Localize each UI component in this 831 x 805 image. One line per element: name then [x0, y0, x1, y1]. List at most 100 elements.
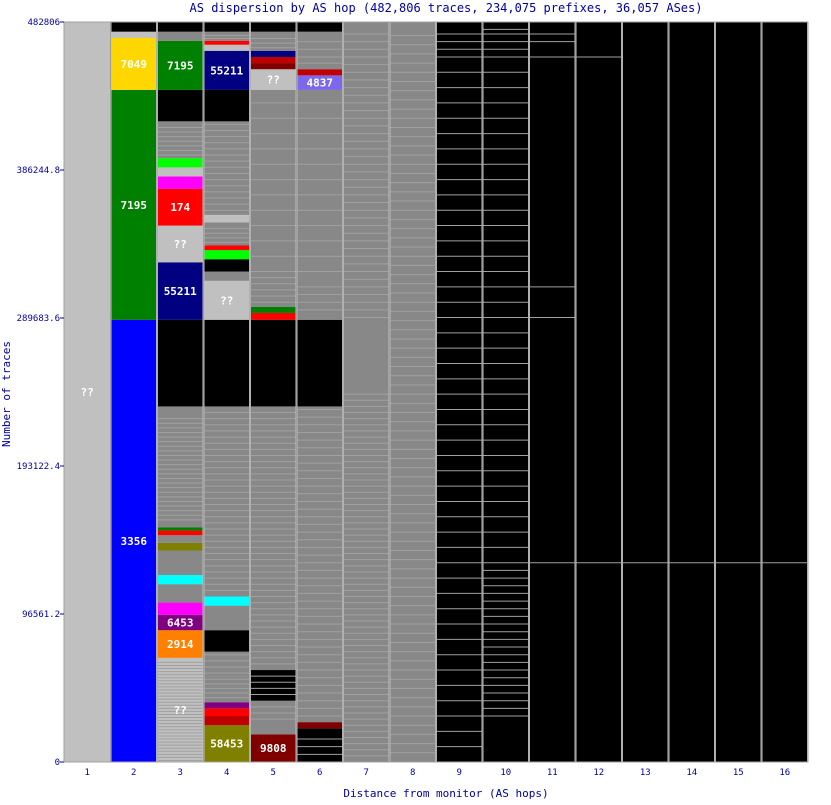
x-tick-label-9: 9: [457, 768, 462, 778]
x-tick-label-14: 14: [686, 768, 697, 778]
column-hop-4: 58453?? 55211: [203, 22, 249, 762]
segment-hop-5-1: [251, 700, 296, 735]
segment-hop-4-14: [204, 250, 249, 260]
segment-hop-4-1: [204, 716, 249, 726]
segment-hop-6-1: [297, 722, 342, 729]
segment-hop-3-7: [158, 542, 203, 551]
segment-label-hop-6-5: 4837: [307, 77, 334, 90]
plot-border: [63, 21, 809, 763]
column-hop-2: 3356 7195 7049: [110, 22, 156, 762]
segment-hop-4-19: [204, 89, 249, 122]
segment-hop-3-5: [158, 575, 203, 585]
segment-label-hop-4-11: ??: [220, 294, 233, 307]
segment-hop-3-16: [158, 176, 203, 189]
x-tick-label-4: 4: [224, 768, 229, 778]
column-hop-5: 9808??: [249, 22, 296, 762]
x-tick-label-6: 6: [317, 768, 322, 778]
segment-hop-4-9: [204, 406, 249, 597]
segment-hop-3-4: [158, 584, 203, 603]
segment-hop-10-0: [483, 22, 528, 762]
segment-hop-3-9: [158, 530, 203, 536]
segment-hop-4-11: [204, 280, 249, 320]
y-axis-ticks: 0 96561.2 193122.4 289683.6 386244.8 482806: [17, 18, 64, 768]
segment-hop-5-6: [251, 306, 296, 313]
x-axis-label: Distance from monitor (AS hops): [343, 787, 548, 800]
segment-hop-4-21: [204, 44, 249, 51]
segment-hop-4-0: [204, 725, 249, 762]
segment-hop-4-18: [204, 121, 249, 215]
segment-hop-5-0: [251, 734, 296, 762]
segment-hop-1-0: [65, 22, 110, 762]
segment-hop-3-10: [158, 527, 203, 531]
segment-hop-2-0: [111, 319, 156, 762]
segment-hop-6-4: [297, 89, 342, 320]
segment-hop-5-3: [251, 406, 296, 671]
y-tick-label-1: 96561.2: [22, 610, 60, 620]
column-hop-7: [342, 22, 389, 762]
x-tick-label-7: 7: [364, 768, 369, 778]
x-tick-label-15: 15: [733, 768, 744, 778]
segment-hop-6-6: [297, 69, 342, 76]
segment-hop-3-1: [158, 630, 203, 658]
column-hop-6: 4837: [296, 22, 342, 762]
segment-hop-4-24: [204, 22, 249, 32]
segment-hop-3-15: [158, 188, 203, 226]
segment-hop-5-5: [251, 312, 296, 320]
segment-hop-5-9: [251, 63, 296, 70]
segment-hop-4-4: [204, 676, 249, 703]
segment-hop-6-3: [297, 319, 342, 407]
segment-hop-4-12: [204, 271, 249, 281]
segment-hop-3-14: [158, 225, 203, 263]
segment-hop-3-18: [158, 158, 203, 168]
segment-hop-4-17: [204, 214, 249, 223]
segment-label-hop-3-2: 6453: [167, 617, 194, 630]
segment-label-hop-2-1: 7195: [121, 199, 148, 212]
segment-hop-4-5: [204, 651, 249, 677]
segment-hop-5-4: [251, 319, 296, 407]
column-hop-15: [714, 22, 761, 762]
column-hop-9: [435, 22, 482, 762]
segment-hop-13-0: [623, 22, 668, 762]
column-hop-8: [389, 22, 435, 762]
y-tick-label-2: 193122.4: [17, 462, 60, 472]
segment-label-hop-1-0: ??: [81, 386, 94, 399]
x-tick-label-1: 1: [85, 768, 90, 778]
segment-hop-3-0: [158, 657, 203, 762]
segment-hop-4-22: [204, 40, 249, 45]
segment-hop-3-11: [158, 406, 203, 528]
segment-hop-2-3: [111, 31, 156, 38]
segment-hop-4-13: [204, 259, 249, 272]
column-hop-13: [621, 22, 668, 762]
segment-hop-3-2: [158, 614, 203, 631]
segment-hop-4-20: [204, 50, 249, 90]
segment-label-hop-2-0: 3356: [121, 535, 148, 548]
segment-hop-3-19: [158, 121, 203, 159]
segment-hop-6-0: [297, 728, 342, 762]
chart-title: AS dispersion by AS hop (482,806 traces,…: [190, 1, 703, 15]
y-tick-label-5: 482806: [27, 18, 60, 28]
segment-hop-9-0: [437, 22, 482, 762]
segment-hop-16-0: [762, 22, 807, 762]
segment-label-hop-3-21: 7195: [167, 59, 194, 72]
x-tick-label-5: 5: [271, 768, 276, 778]
x-tick-label-3: 3: [178, 768, 183, 778]
y-tick-label-0: 0: [55, 758, 60, 768]
segment-hop-4-3: [204, 702, 249, 709]
column-hop-14: [668, 22, 714, 762]
segment-hop-5-12: [251, 31, 296, 51]
segment-hop-6-5: [297, 75, 342, 90]
segment-label-hop-3-13: 55211: [164, 285, 197, 298]
segment-hop-3-22: [158, 31, 203, 41]
segment-hop-4-2: [204, 708, 249, 717]
column-hop-12: [575, 22, 621, 762]
segment-label-hop-3-14: ??: [174, 238, 187, 251]
segment-hop-7-0: [344, 22, 389, 762]
segment-hop-5-7: [251, 89, 296, 307]
x-axis-ticks: 1 2 3 4 5 6 7 8 9 10 11 12 13 14 15 16: [85, 768, 791, 778]
segment-hop-11-0: [530, 22, 575, 762]
segment-hop-3-12: [158, 319, 203, 407]
column-hop-1: ??: [63, 22, 110, 762]
column-hop-11: [528, 22, 575, 762]
